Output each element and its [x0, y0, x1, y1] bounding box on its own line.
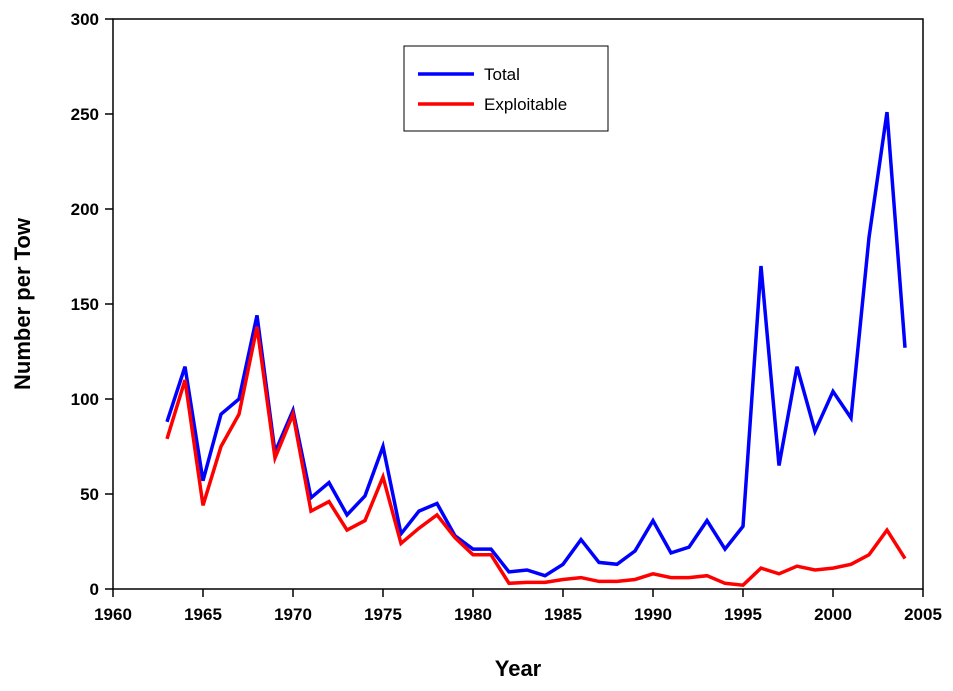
x-tick-label: 1990: [634, 605, 672, 624]
y-tick-label: 300: [71, 10, 99, 29]
x-tick-label: 2005: [904, 605, 942, 624]
legend-label: Exploitable: [484, 95, 567, 114]
y-tick-label: 0: [90, 580, 99, 599]
y-tick-label: 200: [71, 200, 99, 219]
x-tick-label: 1965: [184, 605, 222, 624]
x-tick-label: 1985: [544, 605, 582, 624]
x-tick-label: 1995: [724, 605, 762, 624]
y-axis-label: Number per Tow: [10, 217, 35, 390]
y-tick-label: 100: [71, 390, 99, 409]
legend-box: [403, 45, 609, 132]
data-line: [165, 111, 907, 578]
x-axis-label: Year: [495, 656, 542, 681]
y-tick-label: 50: [80, 485, 99, 504]
y-tick-label: 250: [71, 105, 99, 124]
x-tick-label: 1970: [274, 605, 312, 624]
x-tick-label: 1960: [94, 605, 132, 624]
x-tick-label: 1980: [454, 605, 492, 624]
x-tick-label: 2000: [814, 605, 852, 624]
legend-label: Total: [484, 65, 520, 84]
y-tick-label: 150: [71, 295, 99, 314]
data-line: [165, 326, 907, 588]
x-tick-label: 1975: [364, 605, 402, 624]
